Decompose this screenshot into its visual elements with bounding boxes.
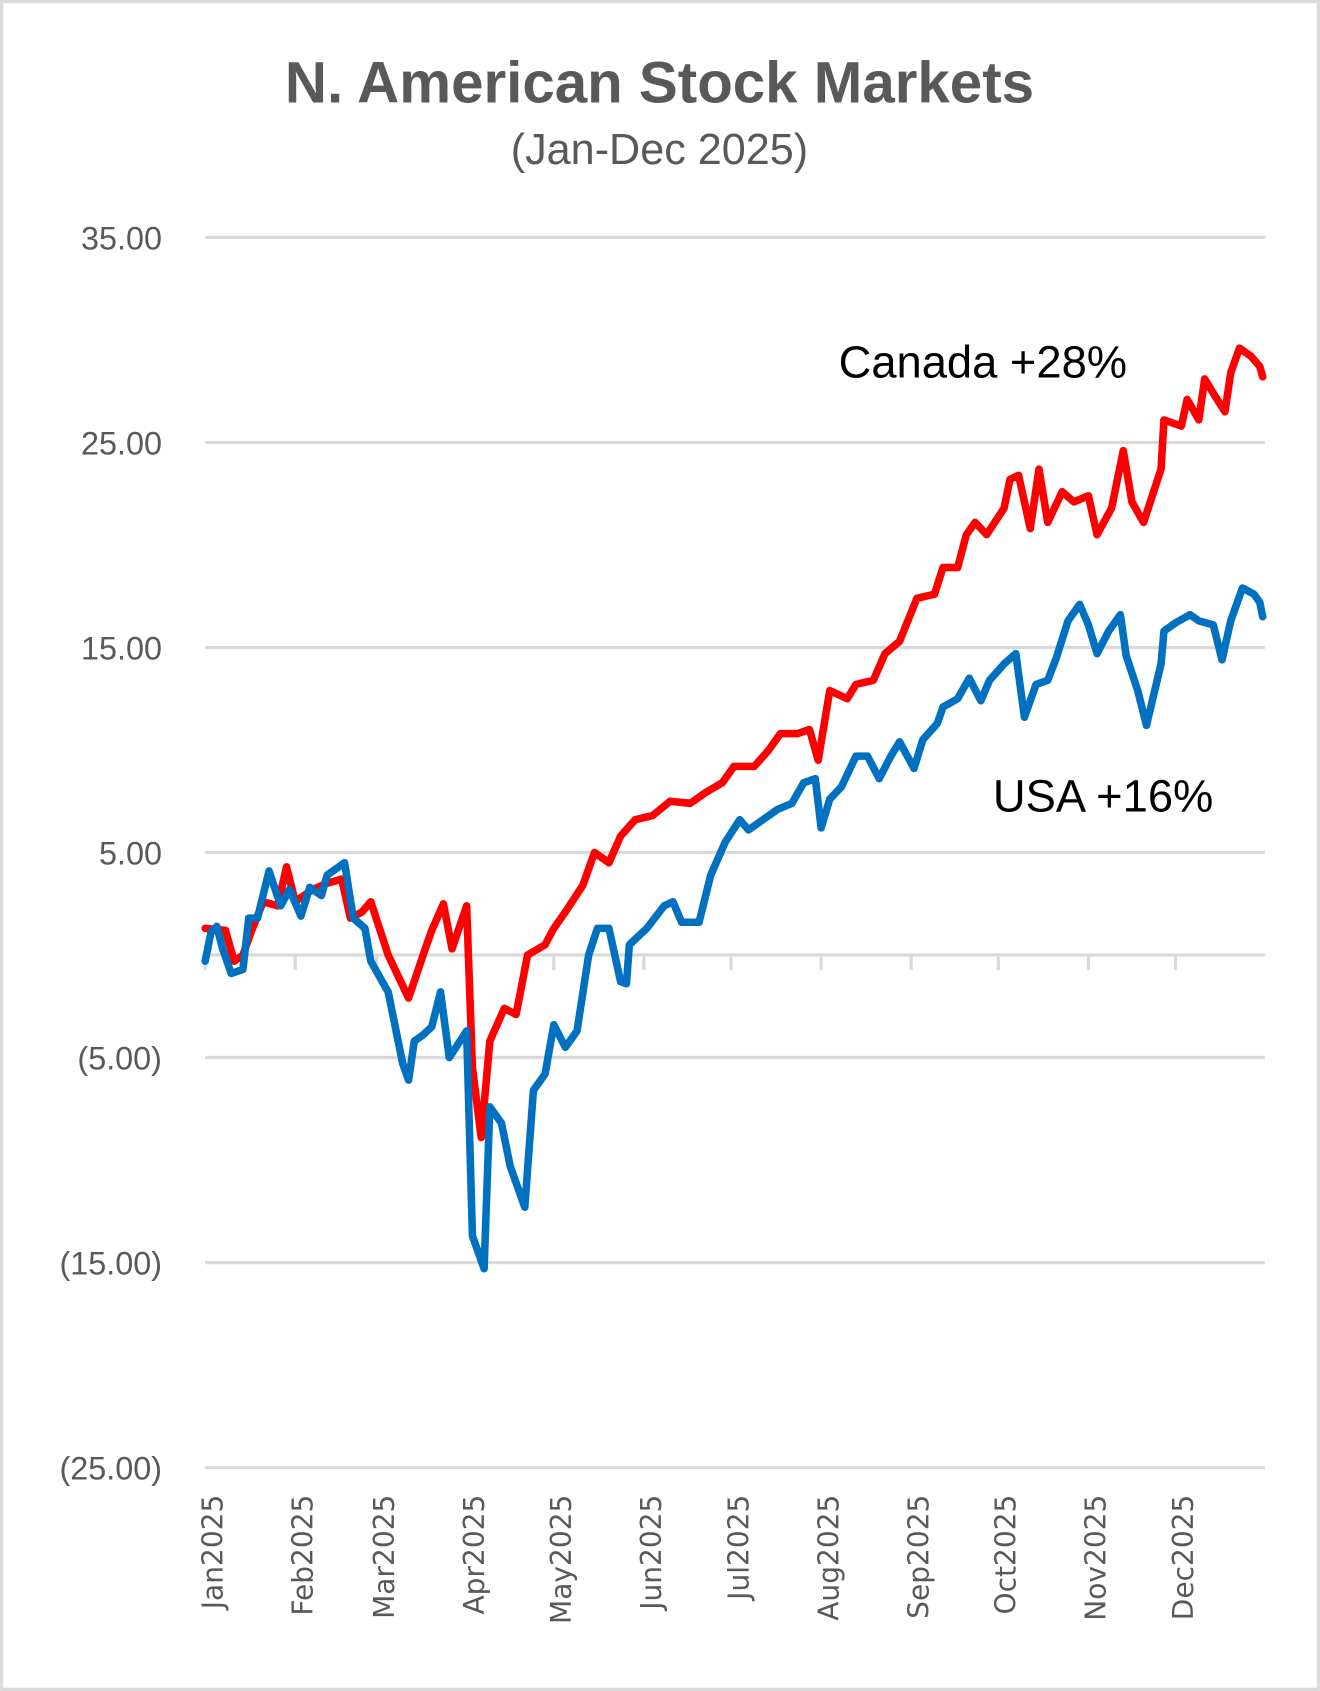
y-tick-label: 35.00 (81, 220, 162, 256)
x-tick-label: Jul2025 (722, 1495, 755, 1602)
gridlines (205, 235, 1265, 1470)
x-axis: Jan2025 Feb2025 Mar2025 Apr2025 May2025 Jun20… (196, 953, 1265, 1624)
x-tick-label: Feb2025 (286, 1495, 319, 1616)
x-tick-label: Jun2025 (635, 1495, 668, 1612)
y-tick-label: 25.00 (81, 425, 162, 461)
y-tick-label: 15.00 (81, 630, 162, 666)
x-tick-label: Aug2025 (812, 1495, 845, 1621)
y-tick-label: (25.00) (59, 1450, 162, 1486)
chart-subtitle: (Jan-Dec 2025) (511, 126, 808, 174)
x-tick-label: Apr2025 (458, 1495, 491, 1615)
y-tick-label: (15.00) (59, 1245, 162, 1281)
x-tick-label: Jan2025 (196, 1495, 229, 1612)
series-line-canada (201, 344, 1267, 1142)
annotation-usa: USA +16% (993, 771, 1213, 822)
x-tick-label: Sep2025 (902, 1495, 935, 1619)
series-lines (201, 344, 1267, 1273)
x-tick-label: Mar2025 (368, 1495, 401, 1619)
x-tick-label: Nov2025 (1080, 1495, 1113, 1621)
series-line-usa (201, 584, 1267, 1273)
y-tick-label: (5.00) (77, 1040, 162, 1076)
y-axis-tick-labels: 35.00 25.00 15.00 5.00 (5.00) (15.00) (25.00) (59, 220, 162, 1486)
x-tick-label: Oct2025 (990, 1495, 1023, 1615)
chart-title: N. American Stock Markets (285, 51, 1034, 116)
annotation-canada: Canada +28% (839, 337, 1127, 388)
x-tick-label: Dec2025 (1167, 1495, 1200, 1621)
x-tick-label: May2025 (545, 1495, 578, 1624)
y-tick-label: 5.00 (99, 835, 162, 871)
